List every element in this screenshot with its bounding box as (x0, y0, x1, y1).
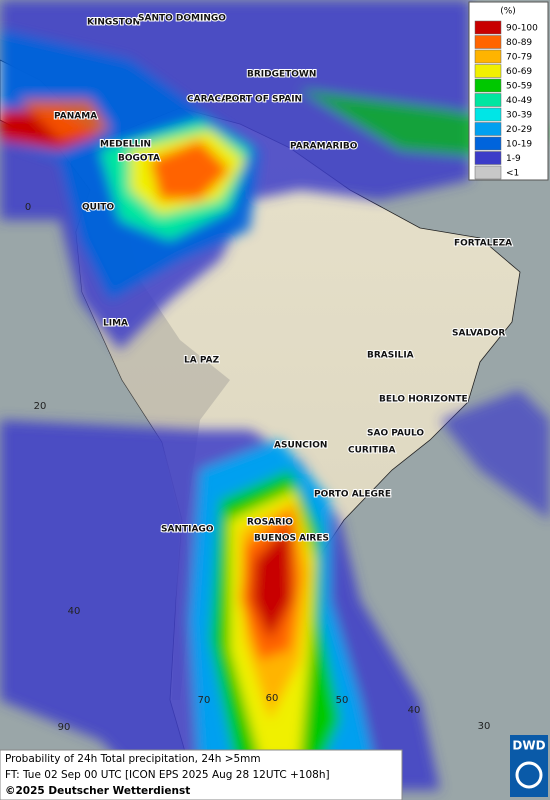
city-label: PORTO ALEGRE (314, 490, 391, 500)
city-label: SALVADOR (452, 329, 505, 339)
legend-swatch (474, 136, 502, 151)
legend-title: (%) (500, 7, 516, 17)
city-label: SANTIAGO (161, 525, 214, 535)
grid-label: 20 (34, 401, 47, 412)
city-label: CARACAS (187, 95, 235, 105)
legend-label: 1-9 (506, 154, 521, 164)
city-label: KINGSTON (87, 18, 140, 28)
city-label: BOGOTA (118, 154, 160, 164)
legend-swatch (474, 78, 502, 93)
grid-label: 90 (58, 722, 71, 733)
city-label: ASUNCION (274, 441, 327, 451)
city-label: ROSARIO (247, 518, 293, 528)
legend-label: 90-100 (506, 24, 538, 34)
legend-label: 60-69 (506, 67, 532, 77)
legend-label: <1 (506, 169, 519, 179)
city-label: SANTO DOMINGO (138, 14, 226, 24)
city-label: SAO PAULO (367, 429, 424, 439)
grid-label: 0 (25, 202, 31, 213)
legend-label: 70-79 (506, 53, 532, 63)
caption-line: Probability of 24h Total precipitation, … (5, 753, 261, 765)
legend-label: 10-19 (506, 140, 532, 150)
city-label: BUENOS AIRES (254, 534, 329, 544)
legend-label: 40-49 (506, 96, 532, 106)
city-label: PARAMARIBO (290, 142, 358, 152)
legend-label: 80-89 (506, 38, 532, 48)
legend-swatch (474, 49, 502, 64)
legend-swatch (474, 122, 502, 136)
caption-line: ©2025 Deutscher Wetterdienst (5, 785, 190, 797)
city-label: CURITIBA (348, 446, 396, 456)
city-label: BRASILIA (367, 351, 414, 361)
legend-swatch (474, 20, 502, 35)
city-label: BRIDGETOWN (247, 70, 316, 80)
caption-box (0, 749, 403, 800)
city-label: BELO HORIZONTE (379, 395, 468, 405)
logo-text: DWD (512, 739, 545, 753)
legend-label: 30-39 (506, 111, 532, 121)
legend-swatch (474, 64, 502, 78)
legend-swatch (474, 35, 502, 49)
legend-label: 50-59 (506, 82, 532, 92)
legend-label: 20-29 (506, 125, 532, 135)
city-label: PANAMA (54, 112, 97, 122)
legend-swatch (474, 151, 502, 165)
legend-swatch (474, 107, 502, 122)
grid-label: 40 (408, 705, 421, 716)
logo-icon (515, 761, 543, 789)
city-label: FORTALEZA (454, 239, 512, 249)
legend-swatch (474, 165, 502, 180)
city-label: LIMA (103, 319, 128, 329)
grid-label: 70 (198, 695, 211, 706)
city-label: QUITO (82, 203, 114, 213)
legend-swatch (474, 93, 502, 107)
grid-label: 40 (68, 606, 81, 617)
caption-line: FT: Tue 02 Sep 00 UTC [ICON EPS 2025 Aug… (5, 769, 330, 781)
city-label: PORT OF SPAIN (225, 95, 302, 105)
grid-label: 30 (478, 721, 491, 732)
grid-label: 60 (266, 693, 279, 704)
grid-label: 50 (336, 695, 349, 706)
city-label: LA PAZ (184, 356, 220, 366)
city-label: MEDELLIN (100, 140, 151, 150)
